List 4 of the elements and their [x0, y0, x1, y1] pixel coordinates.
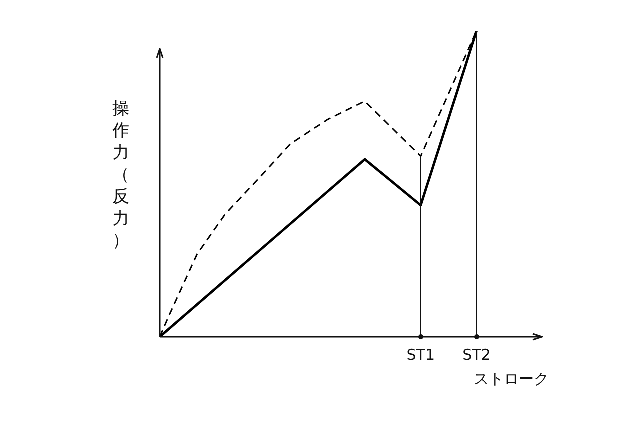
y-axis-title: 操作力（反力） [112, 98, 130, 252]
x-tick-label: ST2 [462, 346, 491, 364]
x-tick-label: ST1 [406, 346, 435, 364]
x-axis-title: ストローク [474, 370, 549, 389]
